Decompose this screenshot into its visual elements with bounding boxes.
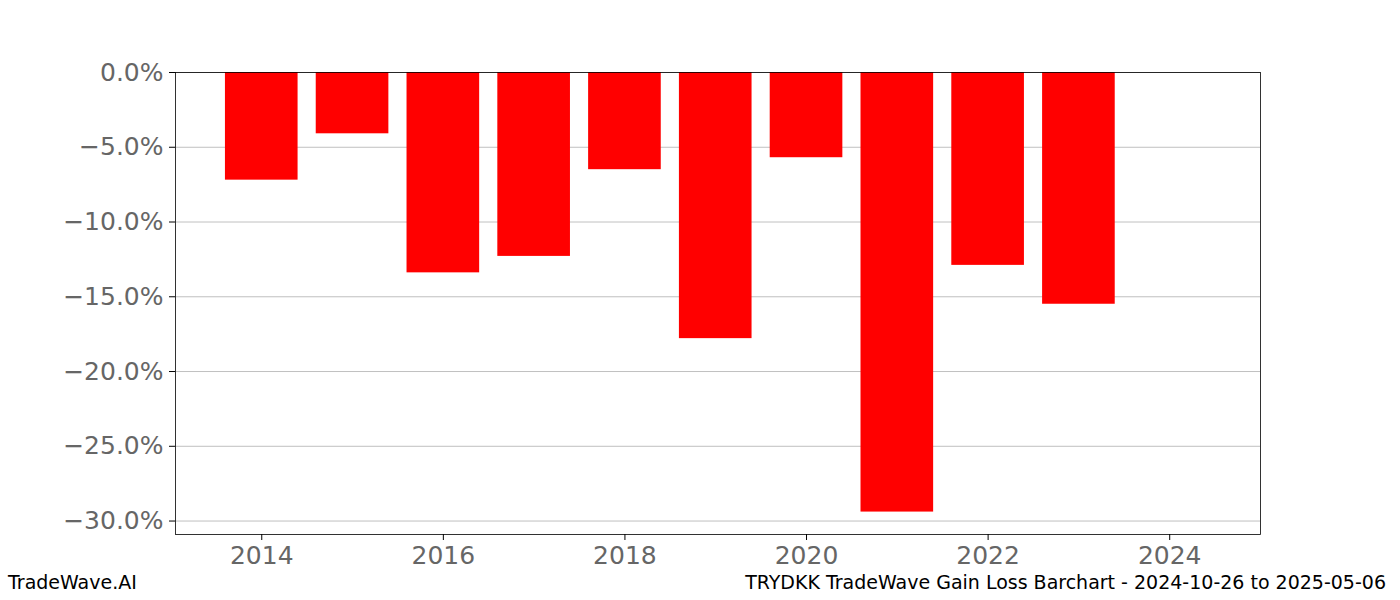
- svg-text:−10.0%: −10.0%: [63, 207, 163, 236]
- svg-text:−20.0%: −20.0%: [63, 357, 163, 386]
- html-text:TradeWave.AI: TradeWave.AI: [8, 571, 137, 593]
- svg-text:2016: 2016: [412, 541, 476, 565]
- svg-text:2024: 2024: [1138, 541, 1202, 565]
- svg-text:−15.0%: −15.0%: [63, 282, 163, 311]
- svg-text:2022: 2022: [956, 541, 1020, 565]
- svg-text:−25.0%: −25.0%: [63, 431, 163, 460]
- svg-text:2018: 2018: [593, 541, 657, 565]
- html-text:TRYDKK TradeWave Gain Loss Bar: TRYDKK TradeWave Gain Loss Barchart - 20…: [745, 571, 1386, 593]
- svg-text:−5.0%: −5.0%: [79, 132, 163, 161]
- svg-text:−30.0%: −30.0%: [63, 506, 163, 535]
- svg-text:2014: 2014: [230, 541, 294, 565]
- svg-text:2020: 2020: [775, 541, 839, 565]
- svg-text:0.0%: 0.0%: [100, 58, 164, 87]
